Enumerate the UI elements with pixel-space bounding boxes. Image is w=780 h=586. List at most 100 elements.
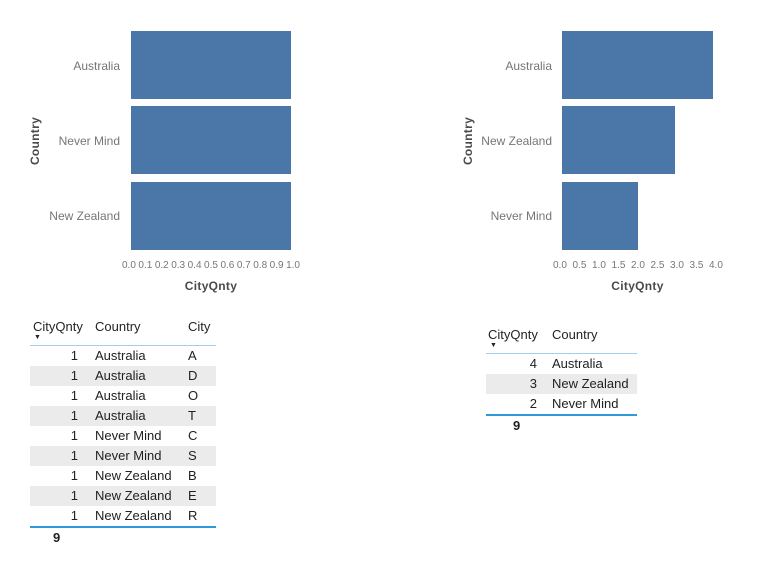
cell-cityqnty: 3: [529, 376, 537, 391]
x-tick: 0.5: [572, 260, 587, 271]
table-row[interactable]: 1 Australia A: [30, 346, 216, 366]
bar-australia[interactable]: [131, 31, 291, 99]
table-total-row: 9: [30, 526, 216, 550]
table-header-row: CityQnty Country ▼: [486, 324, 637, 354]
column-header-cityqnty[interactable]: CityQnty: [33, 319, 83, 334]
total-value: 9: [53, 530, 61, 545]
cell-country: Australia: [95, 368, 146, 383]
x-axis-title: CityQnty: [611, 279, 664, 293]
bar-new-zealand[interactable]: [131, 182, 291, 250]
sort-descending-icon: ▼: [490, 342, 497, 349]
plot-area: [131, 31, 291, 250]
table-row[interactable]: 2 Never Mind: [486, 394, 637, 414]
cell-cityqnty: 1: [70, 468, 78, 483]
cell-city: A: [188, 348, 197, 363]
x-tick: 0.8: [253, 260, 268, 271]
x-tick: 0.3: [171, 260, 186, 271]
cell-city: O: [188, 388, 199, 403]
table-row[interactable]: 1 Never Mind S: [30, 446, 216, 466]
cell-country: Never Mind: [95, 448, 162, 463]
cell-cityqnty: 1: [70, 428, 78, 443]
x-axis-ticks: 0.0 0.5 1.0 1.5 2.0 2.5 3.0 3.5 4.0: [553, 259, 723, 272]
plot-area: [562, 31, 713, 250]
category-label-new-zealand: New Zealand: [49, 209, 120, 223]
x-tick: 0.2: [154, 260, 169, 271]
x-axis-title: CityQnty: [184, 279, 238, 293]
x-tick: 2.5: [650, 260, 665, 271]
cell-country: Australia: [95, 348, 146, 363]
table-country-summary: CityQnty Country ▼ 4 Australia 3 New Zea…: [486, 324, 637, 438]
category-label-australia: Australia: [73, 59, 120, 73]
table-row[interactable]: 1 New Zealand E: [30, 486, 216, 506]
column-header-cityqnty[interactable]: CityQnty: [488, 327, 538, 342]
cell-city: D: [188, 368, 198, 383]
cell-city: R: [188, 508, 198, 523]
cell-city: E: [188, 488, 197, 503]
x-tick: 1.0: [286, 260, 300, 271]
x-tick: 0.7: [236, 260, 251, 271]
total-value: 9: [513, 418, 521, 433]
cell-cityqnty: 1: [70, 388, 78, 403]
bar-chart-cityqnty-by-country-summary: Country Australia New Zealand Never Mind…: [432, 0, 752, 300]
x-tick: 3.0: [670, 260, 684, 271]
cell-country: New Zealand: [95, 508, 172, 523]
cell-country: Never Mind: [552, 396, 619, 411]
x-tick: 0.0: [553, 260, 567, 271]
cell-cityqnty: 1: [70, 448, 78, 463]
cell-country: New Zealand: [95, 488, 172, 503]
cell-city: S: [188, 448, 197, 463]
x-axis-ticks: 0.0 0.1 0.2 0.3 0.4 0.5 0.6 0.7 0.8 0.9 …: [122, 259, 300, 272]
bar-australia[interactable]: [562, 31, 713, 99]
table-row[interactable]: 1 New Zealand B: [30, 466, 216, 486]
cell-city: C: [188, 428, 198, 443]
cell-city: T: [188, 408, 196, 423]
cell-city: B: [188, 468, 197, 483]
table-row[interactable]: 1 New Zealand R: [30, 506, 216, 526]
x-tick: 4.0: [709, 260, 723, 271]
x-tick: 1.0: [592, 260, 606, 271]
x-tick: 0.1: [138, 260, 153, 271]
table-row[interactable]: 4 Australia: [486, 354, 637, 374]
table-city-detail: CityQnty Country City ▼ 1 Australia A 1 …: [30, 316, 216, 550]
cell-country: New Zealand: [95, 468, 172, 483]
cell-country: Australia: [95, 388, 146, 403]
cell-country: Australia: [95, 408, 146, 423]
x-tick: 2.0: [631, 260, 645, 271]
bar-new-zealand[interactable]: [562, 106, 676, 174]
category-label-never-mind: Never Mind: [58, 134, 120, 148]
table-header-row: CityQnty Country City ▼: [30, 316, 216, 346]
x-tick: 0.9: [269, 260, 284, 271]
table-row[interactable]: 1 Australia D: [30, 366, 216, 386]
cell-cityqnty: 2: [529, 396, 537, 411]
cell-cityqnty: 1: [70, 488, 78, 503]
bar-never-mind[interactable]: [131, 106, 291, 174]
column-header-country[interactable]: Country: [552, 327, 598, 342]
cell-country: Australia: [552, 356, 603, 371]
table-row[interactable]: 3 New Zealand: [486, 374, 637, 394]
table-row[interactable]: 1 Never Mind C: [30, 426, 216, 446]
x-tick: 0.6: [220, 260, 235, 271]
category-label-australia: Australia: [505, 59, 552, 73]
cell-cityqnty: 1: [70, 368, 78, 383]
table-row[interactable]: 1 Australia O: [30, 386, 216, 406]
cell-country: Never Mind: [95, 428, 162, 443]
cell-cityqnty: 1: [70, 408, 78, 423]
x-tick: 0.0: [122, 260, 136, 271]
category-label-never-mind: Never Mind: [490, 209, 552, 223]
x-tick: 3.5: [689, 260, 704, 271]
column-header-country[interactable]: Country: [95, 319, 141, 334]
cell-country: New Zealand: [552, 376, 629, 391]
bar-chart-cityqnty-by-country-detail: Country Australia Never Mind New Zealand…: [0, 0, 320, 300]
cell-cityqnty: 4: [529, 356, 537, 371]
category-label-new-zealand: New Zealand: [481, 134, 552, 148]
cell-cityqnty: 1: [70, 508, 78, 523]
x-tick: 1.5: [611, 260, 626, 271]
column-header-city[interactable]: City: [188, 319, 211, 334]
bar-never-mind[interactable]: [562, 182, 638, 250]
x-tick: 0.4: [187, 260, 202, 271]
sort-descending-icon: ▼: [34, 334, 41, 341]
table-total-row: 9: [486, 414, 637, 438]
table-row[interactable]: 1 Australia T: [30, 406, 216, 426]
x-tick: 0.5: [204, 260, 218, 271]
